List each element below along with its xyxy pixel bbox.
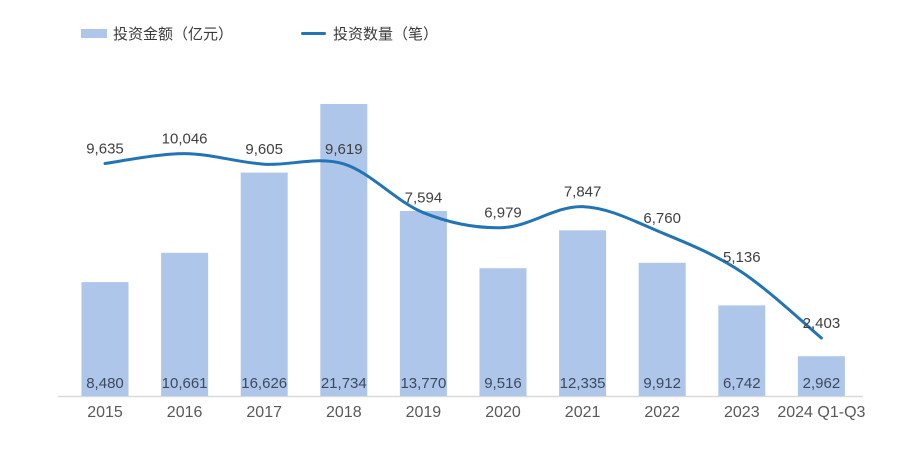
line-value-label: 5,136	[723, 249, 761, 266]
legend-label-investment-amount: 投资金额（亿元）	[113, 25, 234, 43]
line-value-label: 2,403	[803, 315, 841, 332]
category-label: 2021	[565, 404, 601, 421]
category-label: 2022	[644, 404, 680, 421]
category-label: 2016	[167, 404, 203, 421]
line-swatch-icon	[301, 31, 326, 35]
legend-label-investment-count: 投资数量（笔）	[333, 25, 439, 43]
legend-item-investment-amount: 投资金额（亿元）	[81, 23, 233, 43]
bar-2019	[399, 211, 447, 396]
line-value-label: 9,619	[325, 141, 363, 158]
line-series	[103, 152, 823, 340]
bar-value-label: 9,912	[643, 375, 681, 392]
category-label: 2023	[724, 404, 760, 421]
line-value-label: 6,979	[484, 205, 522, 222]
line-value-label: 7,847	[564, 184, 602, 201]
bar-2020	[479, 268, 527, 396]
bar-2016	[161, 252, 209, 396]
bar-value-label: 8,480	[86, 375, 124, 392]
bar-2015	[81, 282, 129, 396]
legend-item-investment-count: 投资数量（笔）	[301, 23, 438, 43]
line-value-label: 10,046	[162, 131, 208, 148]
bar-2023	[718, 305, 766, 396]
line-value-label: 9,605	[245, 141, 283, 158]
category-label: 2019	[406, 404, 442, 421]
bar-value-label: 2,962	[803, 375, 841, 392]
bar-value-label: 9,516	[484, 375, 522, 392]
line-value-label: 9,635	[86, 141, 124, 158]
bar-value-label: 21,734	[321, 375, 367, 392]
bar-2018	[320, 104, 368, 396]
category-label: 2017	[246, 404, 282, 421]
bar-2017	[240, 172, 288, 396]
category-label: 2015	[87, 404, 123, 421]
category-label: 2020	[485, 404, 521, 421]
category-label: 2024 Q1-Q3	[777, 404, 865, 421]
line-value-label: 7,594	[405, 190, 443, 207]
bar-value-label: 16,626	[241, 375, 287, 392]
bar-2021	[559, 230, 607, 396]
bar-swatch-icon	[81, 28, 107, 38]
bar-2024 Q1-Q3	[797, 356, 845, 396]
category-label: 2018	[326, 404, 362, 421]
bar-2022	[638, 262, 686, 396]
bar-value-label: 12,335	[560, 375, 606, 392]
bar-value-label: 6,742	[723, 375, 761, 392]
bar-value-label: 10,661	[162, 375, 208, 392]
bar-value-label: 13,770	[400, 375, 446, 392]
line-value-label: 6,760	[643, 210, 681, 227]
